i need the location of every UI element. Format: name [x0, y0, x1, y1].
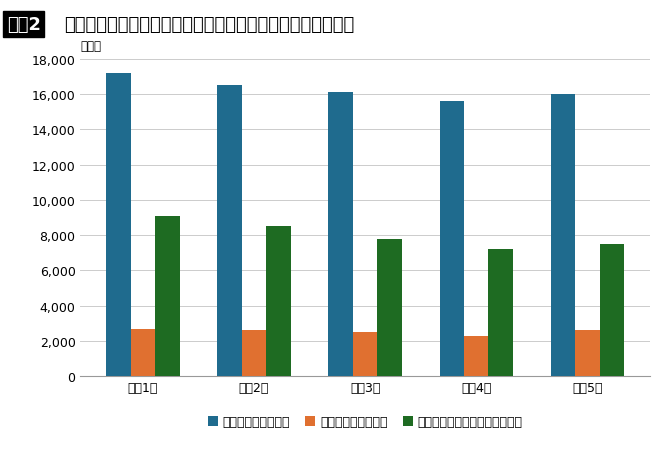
Text: 図袅2: 図袅2 [7, 16, 41, 34]
Bar [551, 95, 575, 376]
Bar [440, 102, 464, 376]
Legend: 加害者の性別・男性, 加害者の性別・女性, 加害者が交際相手（元を含む）: 加害者の性別・男性, 加害者の性別・女性, 加害者が交際相手（元を含む） [202, 410, 528, 433]
Bar [266, 227, 291, 376]
Bar [377, 239, 402, 376]
Bar [575, 330, 600, 376]
Bar [488, 250, 513, 376]
Bar [107, 74, 131, 376]
Text: ストーカー事案の加害者「性別・被害者との関係」（件数）: ストーカー事案の加害者「性別・被害者との関係」（件数） [64, 16, 354, 34]
Bar [600, 244, 624, 376]
Bar [155, 216, 180, 376]
Bar [242, 330, 266, 376]
Bar [353, 332, 377, 376]
Bar [131, 329, 155, 376]
Bar [328, 93, 353, 376]
Bar [464, 336, 488, 376]
Text: （件）: （件） [80, 40, 101, 53]
Bar [217, 86, 242, 376]
